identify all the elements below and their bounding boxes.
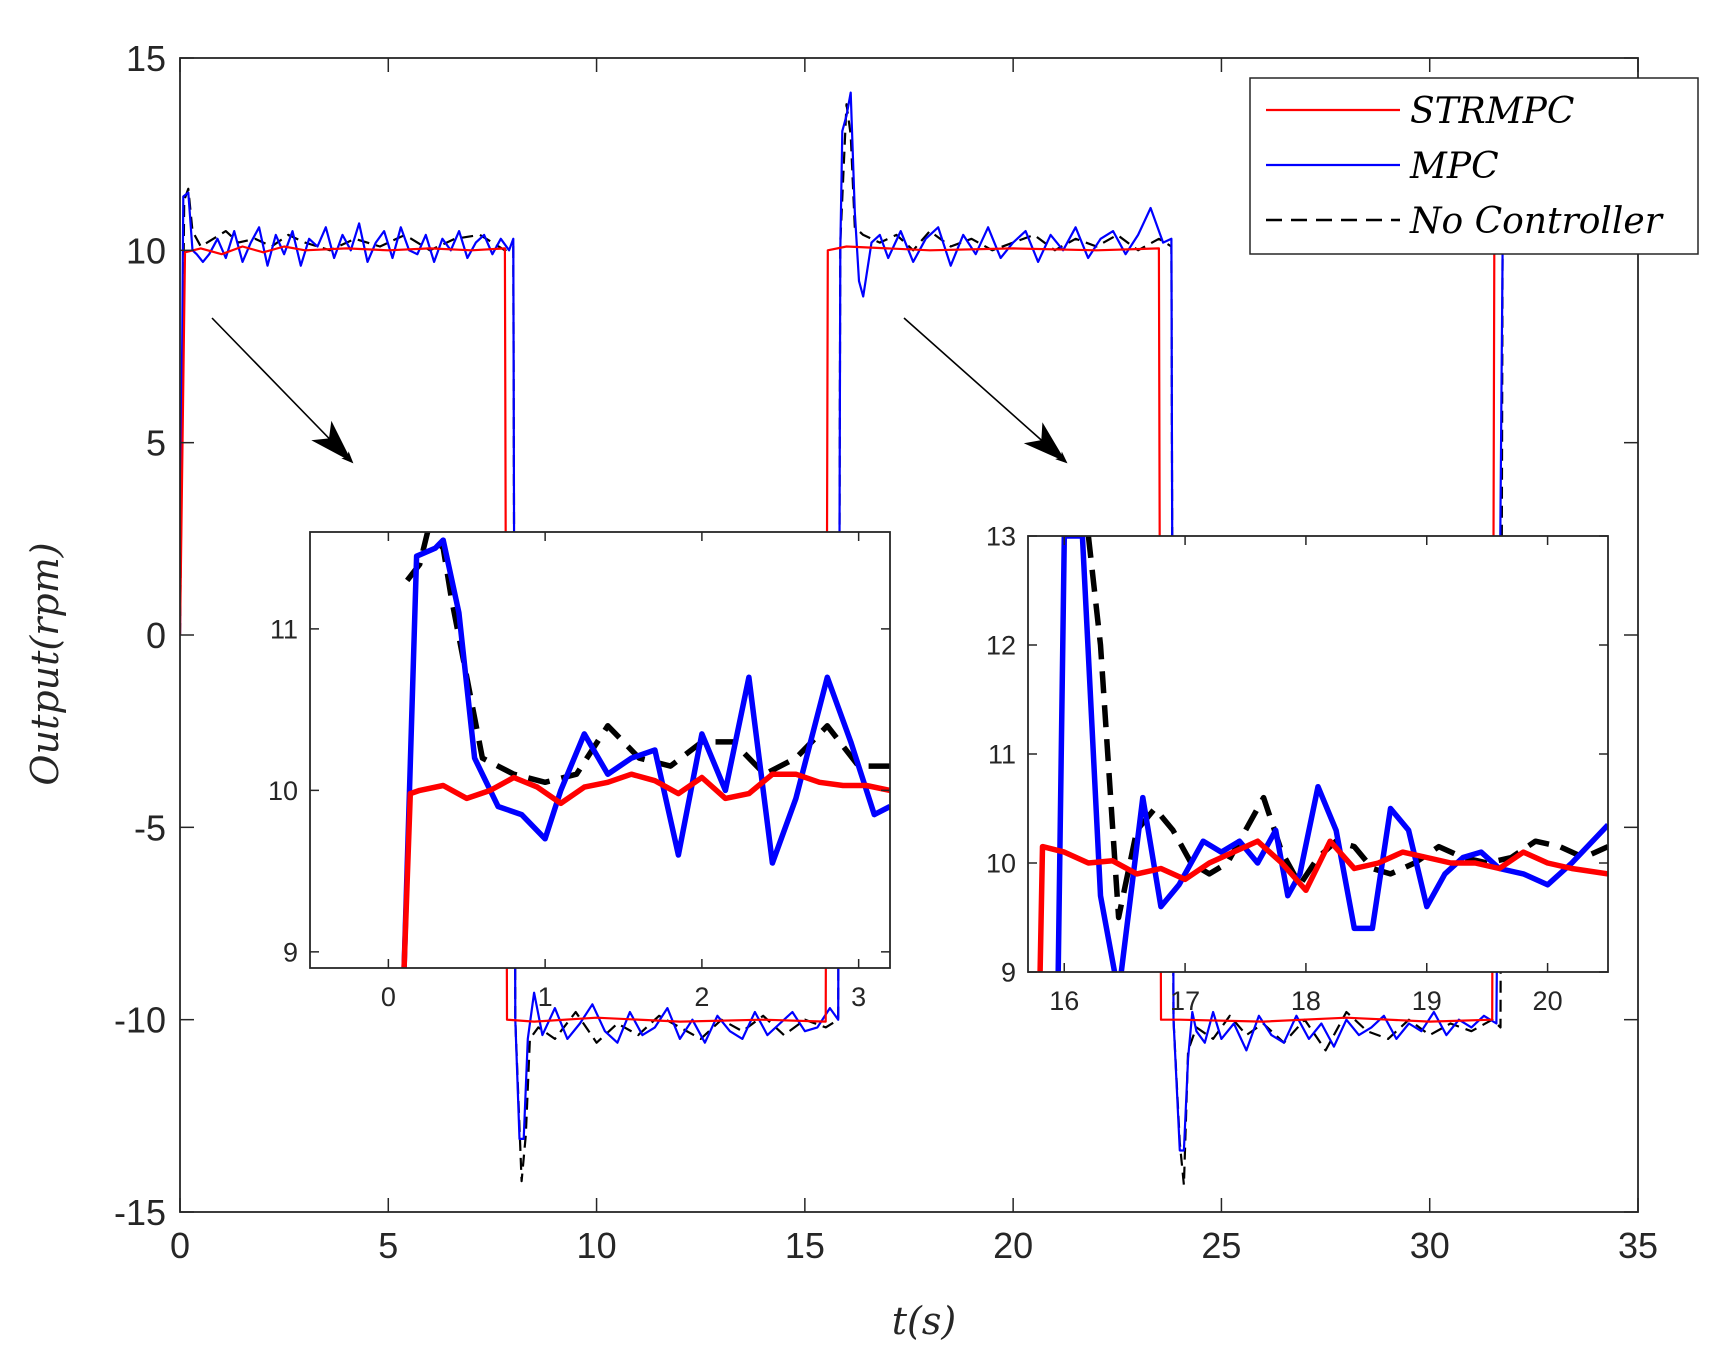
main-xtick-label: 15 [785, 1225, 825, 1266]
inset2-xtick-label: 19 [1412, 986, 1442, 1016]
inset1-xtick-label: 0 [381, 982, 396, 1012]
zoom-arrows [211, 317, 1068, 464]
inset2-xtick-label: 17 [1170, 986, 1200, 1016]
inset2-ytick-label: 9 [1001, 958, 1016, 988]
inset2-plot-area [1028, 536, 1608, 972]
inset2-ytick-label: 12 [986, 631, 1016, 661]
inset1-xtick-label: 3 [851, 982, 866, 1012]
inset2-ytick-label: 13 [986, 522, 1016, 552]
zoom-inset-2: 16 17 18 19 20 9 10 11 12 13 [986, 522, 1609, 1016]
inset2-series-mpc [1055, 536, 1608, 972]
legend-label-no-controller: No Controller [1409, 201, 1664, 242]
inset1-ytick-label: 10 [268, 776, 298, 806]
inset1-ytick-label: 11 [270, 615, 298, 645]
main-xtick-label: 0 [170, 1225, 190, 1266]
main-series-group [180, 91, 1618, 1187]
y-axis-label: Output(rpm) [23, 542, 67, 785]
inset1-series-group [401, 532, 890, 968]
legend-label-strmpc: STRMPC [1410, 91, 1574, 132]
inset1-xtick-label: 2 [694, 982, 709, 1012]
main-xtick-label: 35 [1618, 1225, 1658, 1266]
zoom-arrow-2 [903, 317, 1068, 464]
main-ytick-label: 15 [126, 38, 166, 79]
main-ytick-label: 10 [126, 230, 166, 271]
zoom-inset-1: 0 1 2 3 9 10 11 [268, 531, 891, 1012]
legend: STRMPC MPC No Controller [1249, 77, 1699, 255]
inset1-axes-frame [309, 531, 891, 969]
main-series-strmpc [180, 245, 1618, 1023]
x-axis-label: t(s) [892, 1299, 956, 1343]
zoom-arrow-1 [211, 317, 354, 464]
inset2-ytick-label: 11 [988, 740, 1016, 770]
inset2-xtick-label: 20 [1533, 986, 1563, 1016]
legend-label-mpc: MPC [1409, 146, 1499, 187]
main-xtick-label: 30 [1410, 1225, 1450, 1266]
zoom-arrow-head-2 [1023, 422, 1066, 462]
inset1-ytick-label: 9 [283, 938, 298, 968]
main-xtick-label: 5 [378, 1225, 398, 1266]
main-xtick-label: 20 [993, 1225, 1033, 1266]
inset2-series-group [1037, 536, 1608, 972]
main-xtick-label: 25 [1201, 1225, 1241, 1266]
main-xtick-label: 10 [577, 1225, 617, 1266]
inset2-xtick-label: 18 [1291, 986, 1321, 1016]
main-ytick-label: -15 [114, 1192, 166, 1233]
inset2-series-no-controller [1085, 536, 1608, 921]
inset1-series-strmpc [401, 771, 890, 968]
main-ytick-label: 0 [146, 615, 166, 656]
inset2-series-strmpc [1037, 838, 1608, 972]
inset2-ytick-label: 10 [986, 849, 1016, 879]
main-ytick-label: 5 [146, 423, 166, 464]
inset1-xtick-label: 1 [538, 982, 553, 1012]
main-ytick-label: -5 [134, 807, 166, 848]
inset2-xtick-label: 16 [1049, 986, 1079, 1016]
main-ytick-label: -10 [114, 1000, 166, 1041]
zoom-arrow-head-1 [311, 420, 352, 462]
